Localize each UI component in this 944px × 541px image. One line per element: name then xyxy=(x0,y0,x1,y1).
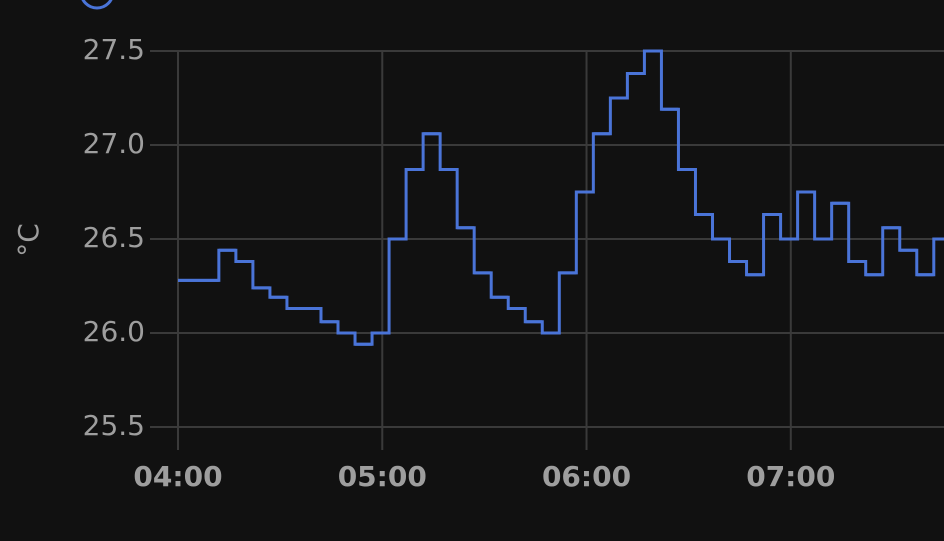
x-tick-label: 06:00 xyxy=(542,460,631,493)
step-connector xyxy=(178,49,944,346)
y-tick-label: 27.0 xyxy=(83,127,145,160)
y-tick-label: 27.5 xyxy=(83,33,145,66)
y-axis-label: °C xyxy=(12,223,45,257)
x-tick-label: 04:00 xyxy=(133,460,222,493)
legend-icon xyxy=(81,0,113,10)
y-tick-label: 25.5 xyxy=(83,409,145,442)
x-tick-label: 07:00 xyxy=(746,460,835,493)
x-tick-label: 05:00 xyxy=(338,460,427,493)
y-tick-label: 26.0 xyxy=(83,315,145,348)
y-tick-label: 26.5 xyxy=(83,221,145,254)
